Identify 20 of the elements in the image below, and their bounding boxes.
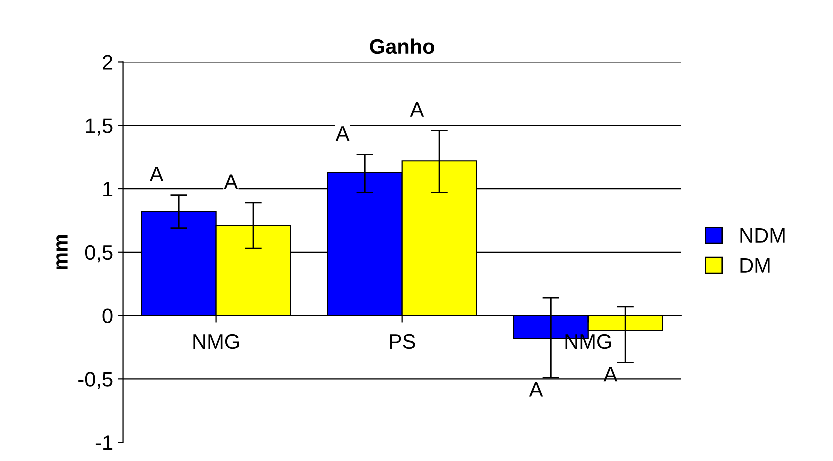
- x-tick-label: PS: [390, 334, 416, 350]
- annotation: A: [410, 102, 424, 117]
- annotation: A: [529, 382, 544, 397]
- x-tick-label: NMG: [566, 334, 612, 350]
- y-tick-label: -1: [96, 436, 113, 450]
- annotation: A: [604, 367, 618, 382]
- y-tick-label: 1: [104, 182, 113, 197]
- y-tick-label: -0,5: [78, 372, 113, 390]
- y-axis-title: mm: [56, 235, 68, 270]
- legend-label: NDM: [740, 228, 785, 243]
- annotation: A: [336, 126, 350, 141]
- annotation: A: [150, 167, 164, 182]
- y-tick-label: 0,5: [85, 245, 113, 263]
- legend-label: DM: [740, 258, 770, 273]
- y-tick-label: 0: [102, 308, 113, 324]
- y-tick-label: 2: [103, 55, 113, 70]
- chart-title: Ganho: [370, 38, 435, 54]
- x-tick-label: NMG: [194, 334, 240, 350]
- annotation: A: [224, 174, 238, 190]
- y-tick-label: 1,5: [86, 118, 113, 136]
